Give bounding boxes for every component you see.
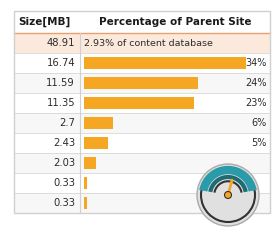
Text: 2.03: 2.03 xyxy=(53,158,75,168)
Text: 0.33: 0.33 xyxy=(53,178,75,188)
Bar xyxy=(14,53,270,73)
Text: 34%: 34% xyxy=(246,58,267,68)
Text: Percentage of Parent Site: Percentage of Parent Site xyxy=(99,17,251,27)
Text: 11.59: 11.59 xyxy=(46,78,75,88)
Bar xyxy=(14,73,270,93)
Text: 2.7: 2.7 xyxy=(59,118,75,128)
Bar xyxy=(84,197,87,209)
Bar xyxy=(84,137,108,149)
Bar xyxy=(14,11,270,33)
Text: 24%: 24% xyxy=(246,78,267,88)
Text: 0.33: 0.33 xyxy=(53,198,75,208)
Bar xyxy=(84,117,113,129)
Text: 11.35: 11.35 xyxy=(46,98,75,108)
Bar xyxy=(14,173,270,193)
Text: 2.93% of content database: 2.93% of content database xyxy=(84,38,213,48)
Bar xyxy=(14,113,270,133)
Bar xyxy=(14,193,270,213)
Bar xyxy=(14,93,270,113)
Bar xyxy=(14,133,270,153)
Bar xyxy=(14,33,270,53)
Bar xyxy=(14,153,270,173)
Text: 16.74: 16.74 xyxy=(46,58,75,68)
Bar xyxy=(84,57,246,69)
Text: Size[MB]: Size[MB] xyxy=(18,17,70,27)
Bar xyxy=(84,157,96,169)
Text: 23%: 23% xyxy=(246,98,267,108)
Text: 2.43: 2.43 xyxy=(53,138,75,148)
Circle shape xyxy=(225,192,232,199)
Bar xyxy=(14,11,270,213)
Circle shape xyxy=(197,164,259,226)
Bar xyxy=(84,77,198,89)
Bar xyxy=(84,97,193,109)
Text: 5%: 5% xyxy=(252,138,267,148)
Bar xyxy=(84,177,87,189)
Text: 6%: 6% xyxy=(252,118,267,128)
Text: 48.91: 48.91 xyxy=(46,38,75,48)
